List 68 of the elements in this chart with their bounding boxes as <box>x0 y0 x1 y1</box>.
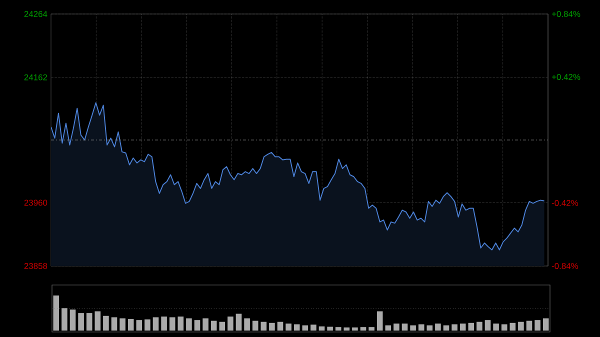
y2-tick-label: -0.42% <box>552 200 578 206</box>
bar <box>394 324 400 331</box>
bar <box>501 324 508 331</box>
bar <box>186 318 192 331</box>
bar <box>318 326 325 331</box>
bar <box>194 320 200 331</box>
bar <box>219 322 226 331</box>
bar <box>443 325 450 331</box>
bar <box>252 320 258 331</box>
bar <box>376 311 383 331</box>
bar <box>286 324 292 331</box>
bar <box>534 320 540 331</box>
y-tick-label: 24162 <box>24 74 48 80</box>
bar <box>78 313 84 331</box>
bar <box>161 316 167 331</box>
bar <box>210 320 217 331</box>
bar <box>410 325 416 331</box>
bar <box>178 316 184 331</box>
bar <box>360 327 366 331</box>
bar <box>418 324 424 331</box>
bar <box>144 319 150 331</box>
bar <box>526 320 532 331</box>
bar <box>269 322 275 331</box>
y-tick-label: 23960 <box>24 200 48 206</box>
bar <box>236 314 242 331</box>
bar <box>103 316 109 331</box>
bar <box>70 310 76 331</box>
bar <box>294 324 300 331</box>
bar <box>111 317 118 331</box>
y2-tick-label: -0.84% <box>552 263 578 269</box>
y2-tick-label: +0.84% <box>552 11 580 17</box>
bar <box>402 324 408 331</box>
bar <box>94 311 101 331</box>
bar <box>368 327 374 331</box>
bar <box>510 322 516 331</box>
bar <box>426 325 433 331</box>
bar <box>493 324 499 331</box>
bar <box>352 327 358 331</box>
bar <box>435 324 441 331</box>
bar <box>452 324 458 331</box>
y-tick-label: 23858 <box>24 263 48 269</box>
bar <box>484 320 491 331</box>
bar <box>310 324 316 331</box>
bar <box>120 318 126 331</box>
bar <box>128 319 134 331</box>
bar <box>518 322 524 331</box>
bar <box>53 296 60 331</box>
bar <box>385 325 392 331</box>
bar <box>136 320 142 331</box>
bar <box>202 318 208 331</box>
y-tick-label: 24264 <box>24 11 48 17</box>
bar <box>86 313 92 331</box>
bar <box>152 317 159 331</box>
bar <box>228 316 234 331</box>
bar <box>344 327 350 331</box>
bar <box>244 318 250 331</box>
bar <box>460 324 466 331</box>
bar <box>476 322 482 331</box>
bar <box>335 327 342 331</box>
bar <box>169 317 176 331</box>
bar <box>277 322 284 331</box>
bar <box>327 326 333 331</box>
bar <box>62 308 68 331</box>
bar <box>260 322 267 331</box>
bar <box>542 318 549 331</box>
bar <box>468 322 474 331</box>
y2-tick-label: +0.42% <box>552 74 580 80</box>
bar <box>302 325 308 331</box>
